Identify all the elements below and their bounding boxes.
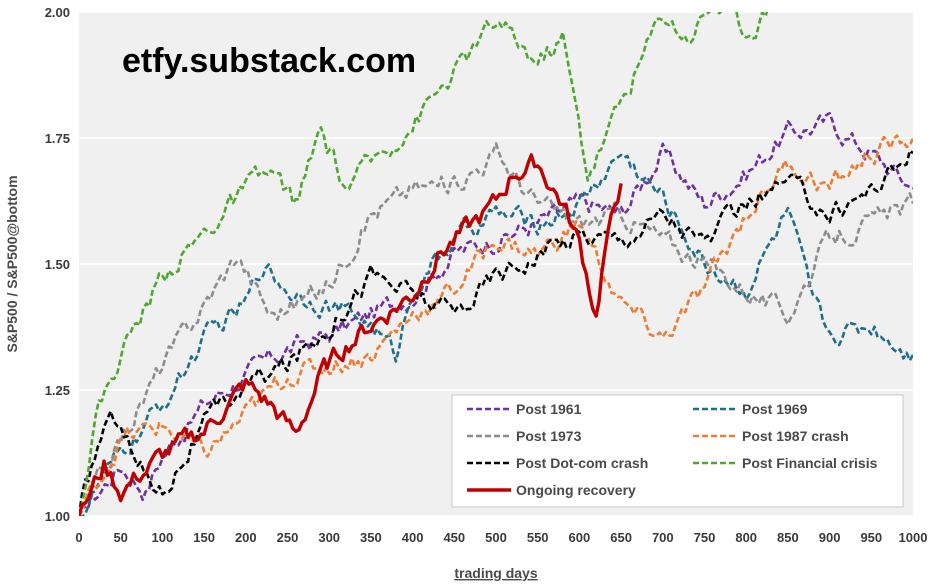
watermark-text: etfy.substack.com (122, 42, 416, 80)
x-tick-label: 950 (860, 530, 882, 545)
x-tick-label: 300 (318, 530, 340, 545)
x-tick-label: 650 (610, 530, 632, 545)
legend-label: Post 1973 (516, 428, 582, 444)
legend-label: Ongoing recovery (516, 482, 636, 498)
y-tick-label: 1.00 (45, 509, 70, 524)
series-line-post-1973 (79, 142, 913, 516)
x-axis: 0 50 100 150 200 250 300 350 400 450 500 550 600 650 7… (75, 530, 927, 545)
x-tick-label: 700 (652, 530, 674, 545)
x-tick-label: 0 (75, 530, 82, 545)
y-tick-label: 1.25 (45, 383, 70, 398)
legend-label: Post Dot-com crash (516, 455, 648, 471)
x-tick-label: 900 (819, 530, 841, 545)
x-tick-label: 450 (443, 530, 465, 545)
legend-label: Post 1961 (516, 401, 582, 417)
legend-label: Post 1987 crash (742, 428, 849, 444)
y-tick-label: 2.00 (45, 5, 70, 20)
y-axis: 1.00 1.25 1.50 1.75 2.00 (45, 5, 70, 524)
series-line-ongoing-recovery (79, 153, 623, 516)
series-line-post-dot-com-crash (79, 149, 913, 516)
x-tick-label: 800 (735, 530, 757, 545)
series-line-post-financial-crisis (79, 12, 777, 516)
grid (79, 11, 913, 517)
x-tick-label: 400 (402, 530, 424, 545)
x-tick-label: 250 (277, 530, 299, 545)
series-layer (79, 12, 913, 516)
legend: Post 1961 Post 1969 Post 1973 Post 1987 cra… (451, 394, 904, 508)
x-tick-label: 500 (485, 530, 507, 545)
legend-box (451, 394, 904, 508)
x-axis-title: trading days (454, 565, 537, 581)
y-tick-label: 1.50 (45, 257, 70, 272)
x-tick-label: 850 (777, 530, 799, 545)
x-tick-label: 550 (527, 530, 549, 545)
legend-label: Post 1969 (742, 401, 808, 417)
series-line-post-1987-crash (79, 134, 913, 516)
x-tick-label: 1000 (899, 530, 928, 545)
y-tick-label: 1.75 (45, 131, 70, 146)
x-tick-label: 600 (569, 530, 591, 545)
legend-label: Post Financial crisis (742, 455, 878, 471)
x-tick-label: 200 (235, 530, 257, 545)
y-axis-title: S&P500 / S&P500@bottom (4, 175, 20, 352)
series-line-post-1961 (79, 111, 913, 516)
series-line-post-1969 (79, 153, 913, 516)
x-tick-label: 750 (694, 530, 716, 545)
x-tick-label: 350 (360, 530, 382, 545)
x-tick-label: 50 (113, 530, 127, 545)
x-tick-label: 150 (193, 530, 215, 545)
x-tick-label: 100 (152, 530, 174, 545)
